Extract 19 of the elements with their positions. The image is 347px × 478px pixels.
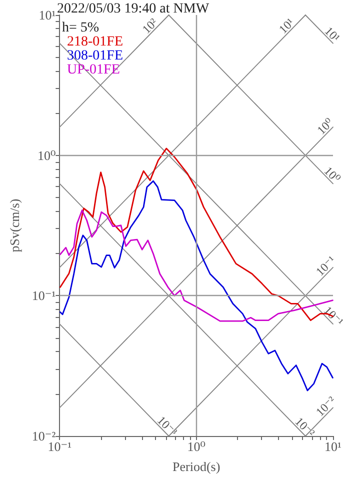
annotation: 10¹	[322, 24, 344, 46]
y-axis-title: pSv(cm/s)	[7, 198, 22, 252]
annotation: 10⁰	[321, 164, 344, 186]
annotation: 10¹	[276, 15, 298, 36]
y-tick-label: 10⁻¹	[32, 288, 56, 304]
annotation: 10⁻¹	[313, 252, 339, 279]
text: 308-01FE	[67, 48, 123, 64]
annotation: 10⁰	[314, 115, 336, 138]
x-tick-label: 10⁰	[187, 439, 206, 454]
y-tick-label: 10⁰	[37, 148, 56, 163]
text: UP-01FE	[67, 62, 120, 78]
chart-title: 2022/05/03 19:40 at NMW	[57, 2, 210, 16]
text: 218-01FE	[67, 34, 123, 50]
x-axis-title: Period(s)	[172, 459, 220, 474]
annotation: 10²	[139, 15, 160, 36]
y-tick-label: 10¹	[38, 8, 56, 22]
x-tick-label: 10¹	[324, 439, 342, 454]
annotation: h= 5%	[62, 20, 100, 36]
annotation: 10⁻³	[154, 413, 180, 439]
